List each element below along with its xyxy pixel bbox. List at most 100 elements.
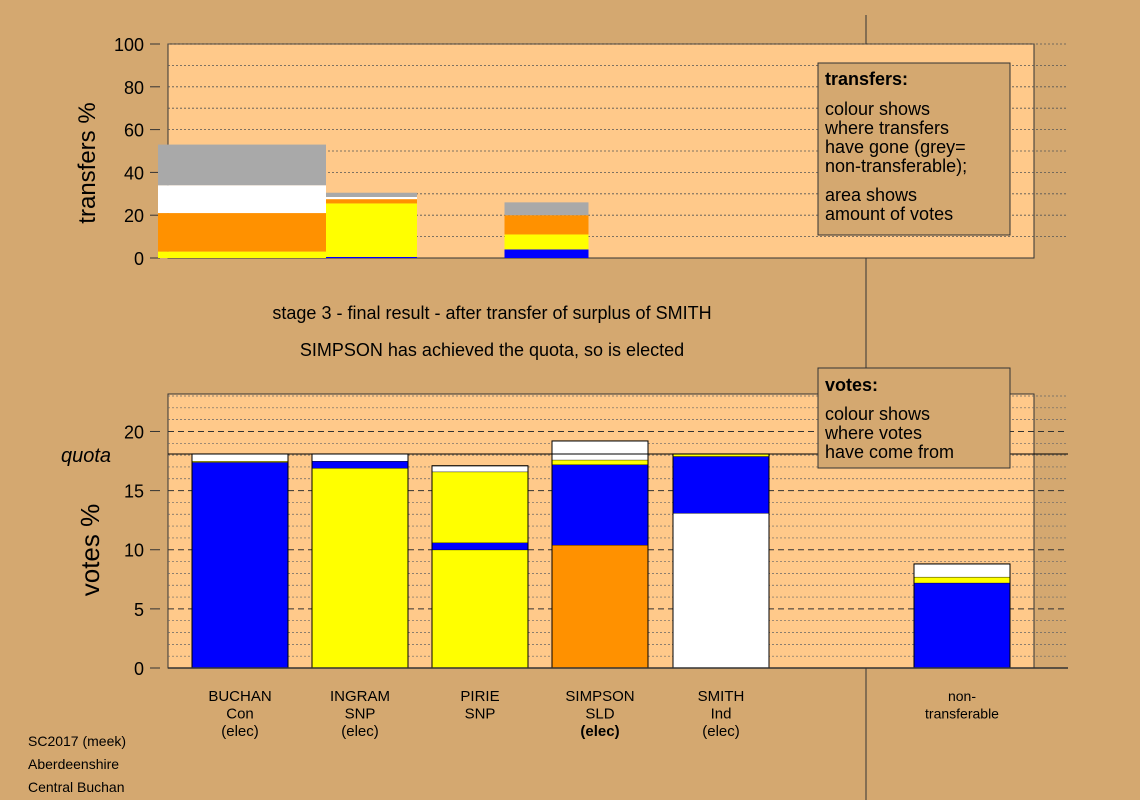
votes-y-tick-label: 0 [134,659,144,679]
votes-legend-line: colour shows [825,404,930,424]
transfers-legend-line: area shows [825,185,917,205]
vote-bar [431,465,529,669]
category-label-line: SLD [585,706,614,723]
votes-y-tick-label: 15 [124,482,144,502]
transfer-segment [504,202,589,216]
category-label-line: transferable [925,706,999,722]
transfers-y-axis-label: transfers % [74,102,101,223]
votes-y-ticks: 0 5 10 15 20 [124,422,160,679]
vote-segment [914,563,1010,577]
transfers-legend-box [817,62,1011,236]
quota-label: quota [61,445,111,467]
transfer-segment [326,197,417,200]
transfer-segment [504,249,589,258]
category-label-line: (elec) [580,723,619,740]
category-label-line: non- [948,688,976,704]
vote-segment [432,471,528,543]
footer-line: SC2017 (meek) [28,733,126,749]
vote-segment [552,545,648,668]
transfers-legend-line: where transfers [824,118,949,138]
transfers-y-tick-label: 20 [124,206,144,226]
vote-segment [192,461,288,463]
vote-segment [432,542,528,550]
vote-segment [312,453,408,462]
transfers-y-ticks: 0 20 40 60 80 100 [114,35,160,269]
category-label-line: SNP [465,706,496,723]
transfers-y-tick-label: 0 [134,249,144,269]
category-label-line: SMITH [698,688,745,705]
category-label-line: Con [226,706,254,723]
transfer-segment [326,199,417,204]
transfers-y-tick-label: 100 [114,35,144,55]
vote-segment [552,440,648,460]
category-label-line: SIMPSON [565,688,634,705]
transfer-segment [326,192,417,198]
votes-legend-box [817,367,1011,469]
transfers-bars [158,144,589,258]
vote-segment [914,576,1010,583]
vote-bar [913,563,1011,669]
vote-bar [551,440,649,669]
transfers-legend-line: non-transferable); [825,156,967,176]
transfers-y-tick-label: 80 [124,78,144,98]
votes-y-tick-label: 5 [134,600,144,620]
votes-y-axis-label: votes % [75,504,105,597]
votes-legend-title: votes: [825,375,878,395]
category-label-line: (elec) [702,723,740,740]
votes-category-labels: BUCHANCon(elec)INGRAMSNP(elec)PIRIESNPSI… [208,688,999,740]
stage-title: stage 3 - final result - after transfer … [272,303,711,323]
vote-segment [673,453,769,457]
transfer-segment [504,234,589,250]
transfer-segment [504,215,589,235]
category-label-line: Ind [711,706,732,723]
footer-info: SC2017 (meek) Aberdeenshire Central Buch… [28,733,126,795]
vote-segment [552,459,648,465]
elected-note: SIMPSON has achieved the quota, so is el… [300,340,684,360]
vote-segment [432,549,528,668]
vote-segment [914,582,1010,668]
transfers-legend-line: have gone (grey= [825,137,966,157]
vote-segment [192,453,288,462]
votes-y-tick-label: 20 [124,422,144,442]
transfer-segment [326,256,417,258]
vote-segment [192,462,288,668]
votes-y-tick-label: 10 [124,541,144,561]
transfers-legend: transfers: colour shows where transfers … [817,62,1011,236]
transfers-y-tick-label: 60 [124,121,144,141]
transfers-legend-title: transfers: [825,69,908,89]
transfers-y-tick-label: 40 [124,163,144,183]
transfer-segment [158,185,326,214]
category-label-line: (elec) [221,723,259,740]
transfer-segment [158,251,326,258]
transfer-segment [158,213,326,252]
vote-segment [673,513,769,668]
vote-bar [191,453,289,669]
transfer-segment [326,203,417,257]
category-label-line: BUCHAN [208,688,271,705]
votes-legend: votes: colour shows where votes have com… [817,367,1011,469]
transfers-legend-line: amount of votes [825,204,953,224]
vote-segment [312,468,408,668]
category-label-line: (elec) [341,723,379,740]
votes-bars [191,440,1011,669]
votes-legend-line: have come from [825,442,954,462]
category-label: non-transferable [925,688,999,722]
vote-bar [672,453,770,669]
footer-line: Aberdeenshire [28,756,119,772]
vote-segment [432,465,528,472]
transfers-legend-line: colour shows [825,99,930,119]
vote-segment [312,461,408,469]
vote-bar [311,453,409,669]
footer-line: Central Buchan [28,779,125,795]
transfer-segment [158,144,326,186]
category-label-line: INGRAM [330,688,390,705]
votes-legend-line: where votes [824,423,922,443]
vote-segment [552,464,648,546]
